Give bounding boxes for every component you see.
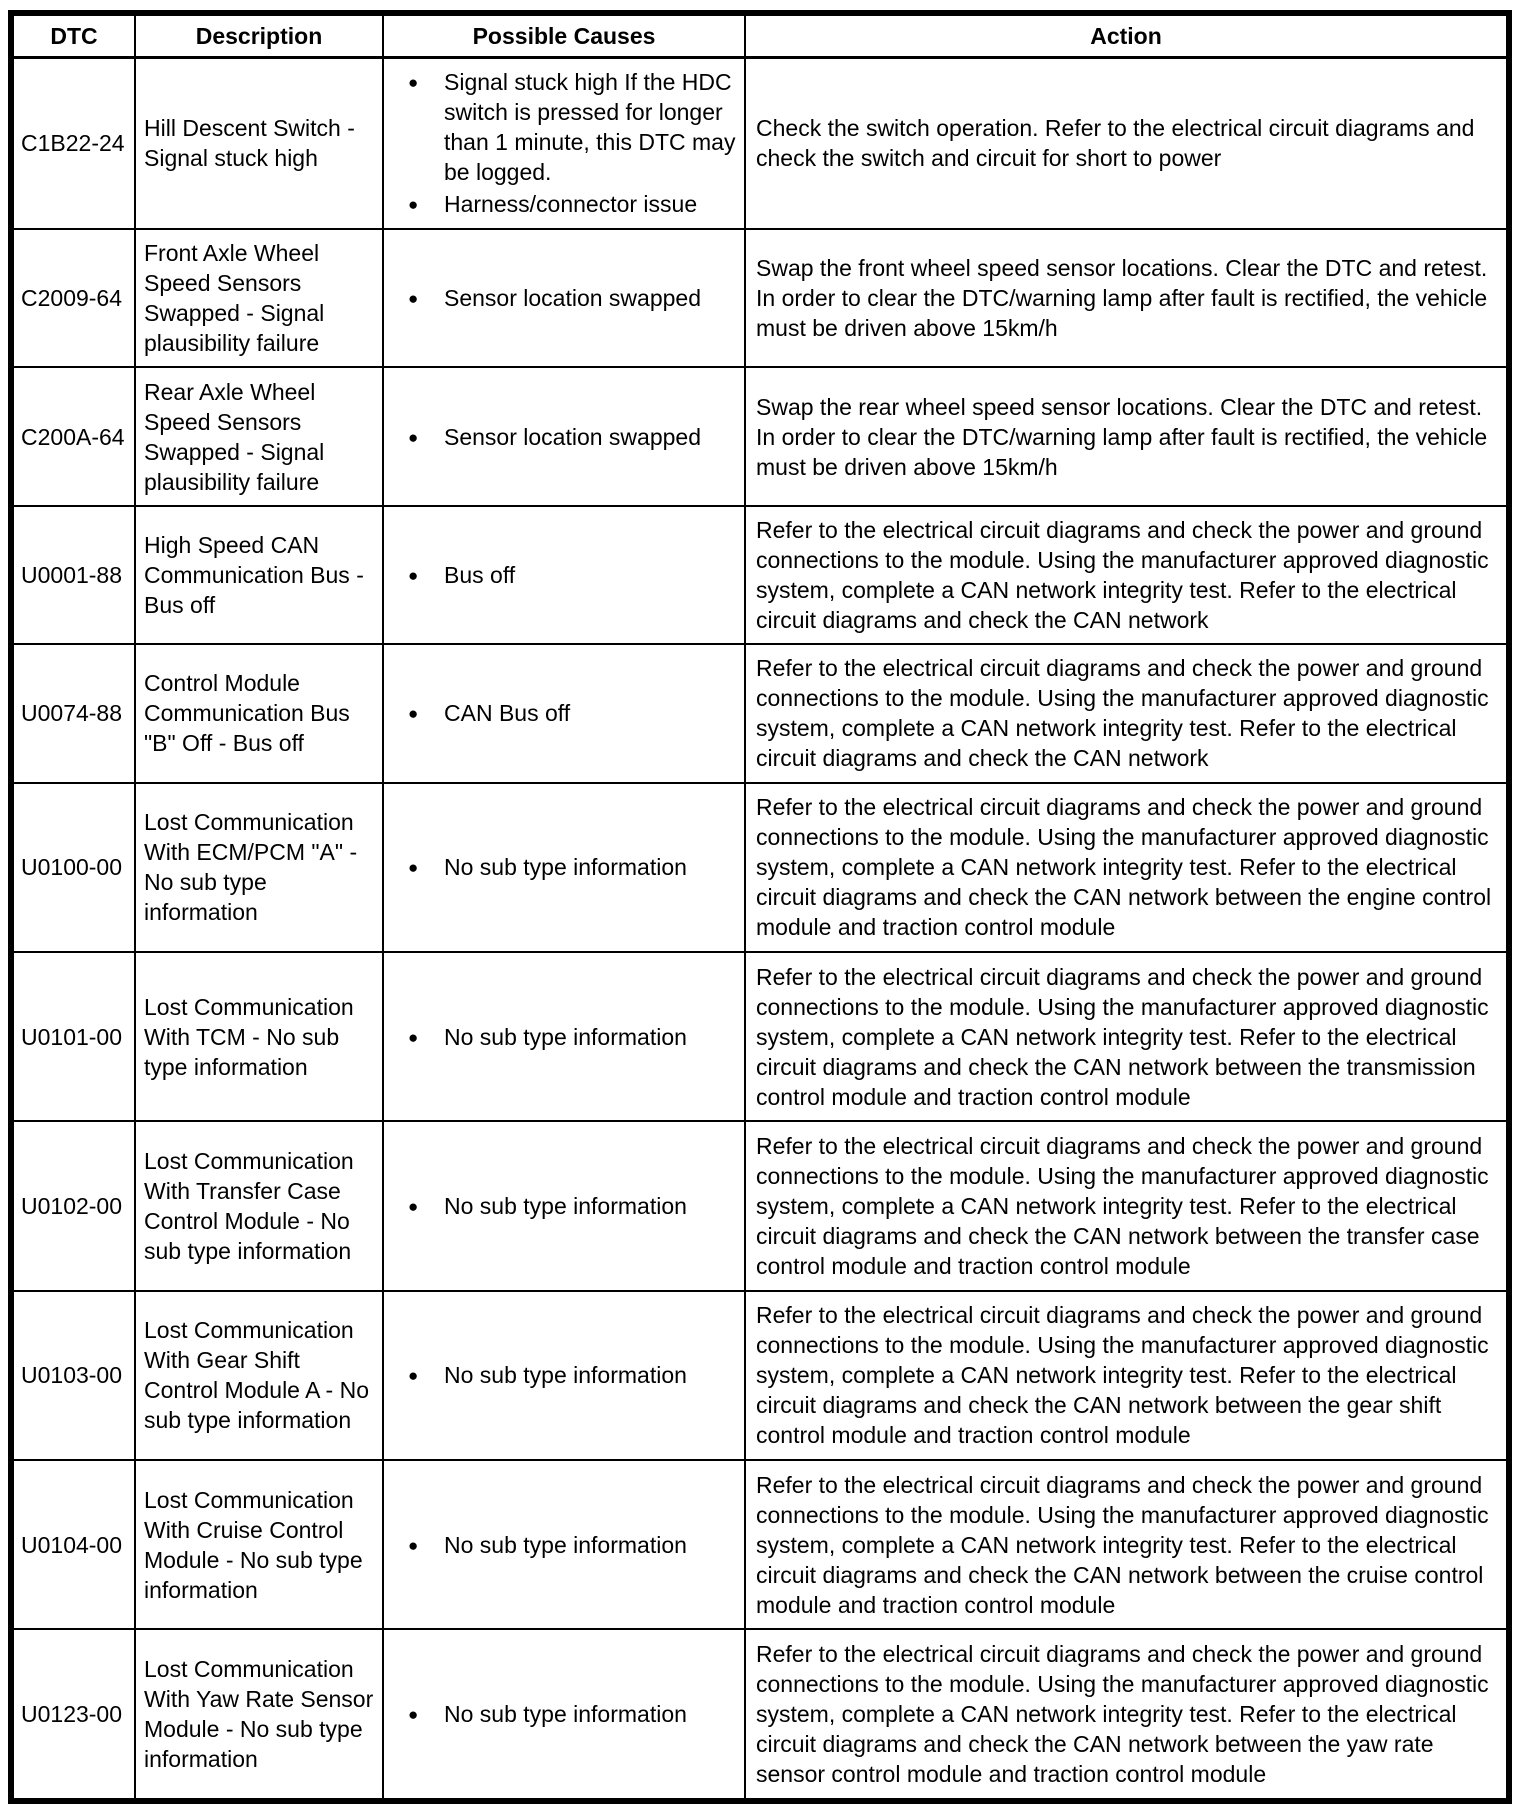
- causes-cell: No sub type information: [382, 1289, 746, 1462]
- header-possible-causes: Possible Causes: [382, 12, 746, 59]
- causes-cell: No sub type information: [382, 781, 746, 953]
- causes-cell: No sub type information: [382, 1459, 746, 1631]
- action-cell: Refer to the electrical circuit diagrams…: [744, 1289, 1510, 1462]
- table-row: C200A-64 Rear Axle Wheel Speed Sensors S…: [10, 366, 1510, 507]
- causes-cell: No sub type information: [382, 950, 746, 1123]
- causes-list: Bus off: [392, 560, 738, 591]
- description-cell: Lost Communication With Transfer Case Co…: [134, 1120, 384, 1292]
- table-row: U0074-88 Control Module Communication Bu…: [10, 643, 1510, 784]
- table-row: U0100-00 Lost Communication With ECM/PCM…: [10, 781, 1510, 953]
- cause-item: No sub type information: [392, 1530, 738, 1561]
- header-description: Description: [134, 12, 384, 59]
- causes-list: No sub type information: [392, 1022, 738, 1053]
- table-row: U0102-00 Lost Communication With Transfe…: [10, 1120, 1510, 1292]
- description-cell: Lost Communication With TCM - No sub typ…: [134, 950, 384, 1123]
- action-cell: Check the switch operation. Refer to the…: [744, 56, 1510, 230]
- description-cell: High Speed CAN Communication Bus - Bus o…: [134, 504, 384, 646]
- dtc-cell: C1B22-24: [10, 56, 136, 230]
- causes-list: No sub type information: [392, 1360, 738, 1391]
- dtc-cell: U0103-00: [10, 1289, 136, 1462]
- causes-list: No sub type information: [392, 1191, 738, 1222]
- table-row: U0104-00 Lost Communication With Cruise …: [10, 1459, 1510, 1631]
- causes-list: Sensor location swapped: [392, 422, 738, 453]
- description-cell: Control Module Communication Bus "B" Off…: [134, 643, 384, 784]
- description-cell: Lost Communication With Yaw Rate Sensor …: [134, 1628, 384, 1802]
- header-action: Action: [744, 12, 1510, 59]
- header-row: DTC Description Possible Causes Action: [10, 12, 1510, 59]
- dtc-cell: C2009-64: [10, 227, 136, 369]
- action-cell: Refer to the electrical circuit diagrams…: [744, 781, 1510, 953]
- cause-item: Sensor location swapped: [392, 422, 738, 453]
- dtc-cell: C200A-64: [10, 366, 136, 507]
- table-body: C1B22-24 Hill Descent Switch - Signal st…: [10, 56, 1510, 1802]
- dtc-cell: U0001-88: [10, 504, 136, 646]
- causes-list: Signal stuck high If the HDC switch is p…: [392, 67, 738, 220]
- action-cell: Refer to the electrical circuit diagrams…: [744, 1628, 1510, 1802]
- dtc-cell: U0104-00: [10, 1459, 136, 1631]
- dtc-table: DTC Description Possible Causes Action C…: [8, 10, 1512, 1804]
- cause-item: Harness/connector issue: [392, 189, 738, 220]
- causes-cell: Signal stuck high If the HDC switch is p…: [382, 56, 746, 230]
- description-cell: Hill Descent Switch - Signal stuck high: [134, 56, 384, 230]
- table-row: U0101-00 Lost Communication With TCM - N…: [10, 950, 1510, 1123]
- description-cell: Rear Axle Wheel Speed Sensors Swapped - …: [134, 366, 384, 507]
- cause-item: No sub type information: [392, 1191, 738, 1222]
- action-cell: Refer to the electrical circuit diagrams…: [744, 643, 1510, 784]
- header-dtc: DTC: [10, 12, 136, 59]
- action-cell: Refer to the electrical circuit diagrams…: [744, 504, 1510, 646]
- table-row: U0001-88 High Speed CAN Communication Bu…: [10, 504, 1510, 646]
- description-cell: Front Axle Wheel Speed Sensors Swapped -…: [134, 227, 384, 369]
- description-cell: Lost Communication With ECM/PCM "A" - No…: [134, 781, 384, 953]
- causes-list: No sub type information: [392, 852, 738, 883]
- dtc-cell: U0074-88: [10, 643, 136, 784]
- causes-cell: No sub type information: [382, 1120, 746, 1292]
- cause-item: Sensor location swapped: [392, 283, 738, 314]
- dtc-cell: U0102-00: [10, 1120, 136, 1292]
- causes-cell: CAN Bus off: [382, 643, 746, 784]
- table-row: U0123-00 Lost Communication With Yaw Rat…: [10, 1628, 1510, 1802]
- table-row: U0103-00 Lost Communication With Gear Sh…: [10, 1289, 1510, 1462]
- cause-item: Signal stuck high If the HDC switch is p…: [392, 67, 738, 187]
- description-cell: Lost Communication With Gear Shift Contr…: [134, 1289, 384, 1462]
- action-cell: Refer to the electrical circuit diagrams…: [744, 950, 1510, 1123]
- cause-item: CAN Bus off: [392, 698, 738, 729]
- cause-item: No sub type information: [392, 1360, 738, 1391]
- causes-list: CAN Bus off: [392, 698, 738, 729]
- dtc-cell: U0100-00: [10, 781, 136, 953]
- causes-cell: Sensor location swapped: [382, 366, 746, 507]
- cause-item: Bus off: [392, 560, 738, 591]
- cause-item: No sub type information: [392, 1022, 738, 1053]
- description-cell: Lost Communication With Cruise Control M…: [134, 1459, 384, 1631]
- causes-cell: Bus off: [382, 504, 746, 646]
- table-row: C1B22-24 Hill Descent Switch - Signal st…: [10, 56, 1510, 230]
- action-cell: Swap the rear wheel speed sensor locatio…: [744, 366, 1510, 507]
- dtc-cell: U0101-00: [10, 950, 136, 1123]
- dtc-cell: U0123-00: [10, 1628, 136, 1802]
- causes-list: No sub type information: [392, 1530, 738, 1561]
- causes-list: Sensor location swapped: [392, 283, 738, 314]
- causes-list: No sub type information: [392, 1699, 738, 1730]
- action-cell: Refer to the electrical circuit diagrams…: [744, 1459, 1510, 1631]
- causes-cell: Sensor location swapped: [382, 227, 746, 369]
- table-row: C2009-64 Front Axle Wheel Speed Sensors …: [10, 227, 1510, 369]
- cause-item: No sub type information: [392, 1699, 738, 1730]
- cause-item: No sub type information: [392, 852, 738, 883]
- action-cell: Refer to the electrical circuit diagrams…: [744, 1120, 1510, 1292]
- causes-cell: No sub type information: [382, 1628, 746, 1802]
- action-cell: Swap the front wheel speed sensor locati…: [744, 227, 1510, 369]
